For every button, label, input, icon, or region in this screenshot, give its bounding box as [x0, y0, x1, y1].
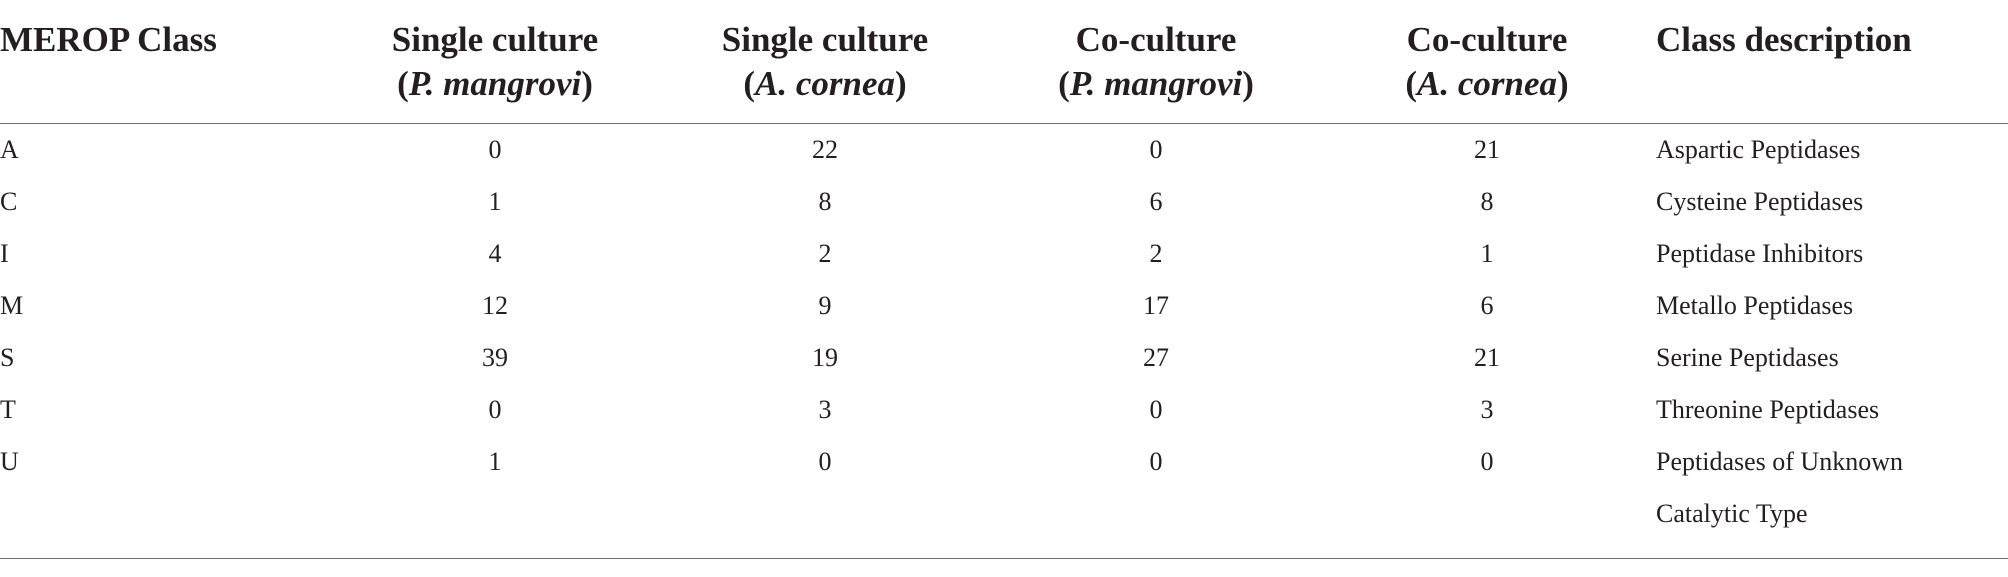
paren-open: (	[1405, 64, 1417, 103]
cell-class-description: Threonine Peptidases	[1656, 384, 1996, 436]
table-row: S 39 19 27 21 Serine Peptidases	[0, 332, 2008, 384]
header-line2: (A. cornea)	[1337, 62, 1637, 106]
cell-co-p-mangrovi: 17	[1143, 291, 1169, 320]
cell-co-a-cornea: 21	[1474, 135, 1500, 164]
cell-co-a-cornea: 8	[1480, 187, 1494, 216]
cell-merop-class: S	[0, 343, 15, 372]
header-line1: Single culture	[391, 20, 599, 59]
header-divider	[0, 123, 2008, 124]
description-line: Aspartic Peptidases	[1656, 135, 1861, 164]
cell-co-p-mangrovi: 0	[1149, 135, 1163, 164]
description-line: Metallo Peptidases	[1656, 291, 1854, 320]
table-body: A 0 22 0 21 Aspartic Peptidases C 1 8 6 …	[0, 124, 2008, 528]
paren-close: )	[895, 64, 907, 103]
table-row: T 0 3 0 3 Threonine Peptidases	[0, 384, 2008, 436]
table-header-row: MEROP Class Single culture (P. mangrovi)…	[0, 18, 2008, 118]
header-line2: (P. mangrovi)	[1006, 62, 1306, 106]
cell-single-a-cornea: 22	[812, 135, 838, 164]
cell-single-p-mangrovi: 0	[488, 395, 502, 424]
species-name: A. cornea	[1417, 64, 1557, 103]
cell-single-a-cornea: 3	[818, 395, 832, 424]
cell-co-a-cornea: 0	[1480, 447, 1494, 476]
cell-single-a-cornea: 2	[818, 239, 832, 268]
species-name: P. mangrovi	[1069, 64, 1243, 103]
cell-single-a-cornea: 0	[818, 447, 832, 476]
cell-merop-class: A	[0, 135, 19, 164]
cell-merop-class: C	[0, 187, 18, 216]
table-row: U 1 0 0 0 Peptidases of Unknown Catalyti…	[0, 436, 2008, 528]
description-line: Cysteine Peptidases	[1656, 187, 1864, 216]
description-line: Serine Peptidases	[1656, 343, 1839, 372]
cell-co-a-cornea: 3	[1480, 395, 1494, 424]
cell-merop-class: M	[0, 291, 24, 320]
cell-single-a-cornea: 19	[812, 343, 838, 372]
header-line1: Single culture	[721, 20, 929, 59]
header-line1: MEROP Class	[0, 20, 217, 59]
cell-class-description: Serine Peptidases	[1656, 332, 1996, 384]
table-row: I 4 2 2 1 Peptidase Inhibitors	[0, 228, 2008, 280]
cell-co-p-mangrovi: 0	[1149, 395, 1163, 424]
header-line2: (P. mangrovi)	[345, 62, 645, 106]
description-line-2: Catalytic Type	[1656, 499, 1808, 528]
cell-co-p-mangrovi: 6	[1149, 187, 1163, 216]
header-class-description: Class description	[1656, 18, 1996, 62]
paren-open: (	[1058, 64, 1070, 103]
cell-single-p-mangrovi: 0	[488, 135, 502, 164]
cell-co-p-mangrovi: 27	[1143, 343, 1169, 372]
cell-co-p-mangrovi: 0	[1149, 447, 1163, 476]
header-single-culture-a-cornea: Single culture (A. cornea)	[675, 18, 975, 106]
cell-single-p-mangrovi: 1	[488, 187, 502, 216]
paren-close: )	[1557, 64, 1569, 103]
description-line: Peptidases of Unknown	[1656, 447, 1903, 476]
cell-merop-class: T	[0, 395, 16, 424]
cell-co-a-cornea: 1	[1480, 239, 1494, 268]
cell-single-a-cornea: 9	[818, 291, 832, 320]
table-bottom-rule	[0, 558, 2008, 559]
cell-merop-class: U	[0, 447, 19, 476]
cell-class-description: Peptidases of Unknown Catalytic Type	[1656, 436, 1996, 540]
table-row: A 0 22 0 21 Aspartic Peptidases	[0, 124, 2008, 176]
header-line1: Class description	[1656, 20, 1912, 59]
header-co-culture-p-mangrovi: Co-culture (P. mangrovi)	[1006, 18, 1306, 106]
header-co-culture-a-cornea: Co-culture (A. cornea)	[1337, 18, 1637, 106]
cell-single-p-mangrovi: 39	[482, 343, 508, 372]
description-line: Peptidase Inhibitors	[1656, 239, 1864, 268]
cell-merop-class: I	[0, 239, 9, 268]
paren-close: )	[581, 64, 593, 103]
header-line1: Co-culture	[1075, 20, 1237, 59]
header-line2: (A. cornea)	[675, 62, 975, 106]
cell-class-description: Cysteine Peptidases	[1656, 176, 1996, 228]
description-line: Threonine Peptidases	[1656, 395, 1880, 424]
cell-single-a-cornea: 8	[818, 187, 832, 216]
paren-close: )	[1242, 64, 1254, 103]
species-name: A. cornea	[755, 64, 895, 103]
header-merop-class: MEROP Class	[0, 18, 300, 62]
table-row: C 1 8 6 8 Cysteine Peptidases	[0, 176, 2008, 228]
species-name: P. mangrovi	[408, 64, 582, 103]
cell-co-a-cornea: 6	[1480, 291, 1494, 320]
header-single-culture-p-mangrovi: Single culture (P. mangrovi)	[345, 18, 645, 106]
paren-open: (	[397, 64, 409, 103]
cell-co-p-mangrovi: 2	[1149, 239, 1163, 268]
table-row: M 12 9 17 6 Metallo Peptidases	[0, 280, 2008, 332]
header-line1: Co-culture	[1406, 20, 1568, 59]
cell-single-p-mangrovi: 4	[488, 239, 502, 268]
cell-class-description: Aspartic Peptidases	[1656, 124, 1996, 176]
cell-class-description: Metallo Peptidases	[1656, 280, 1996, 332]
cell-class-description: Peptidase Inhibitors	[1656, 228, 1996, 280]
cell-co-a-cornea: 21	[1474, 343, 1500, 372]
paren-open: (	[743, 64, 755, 103]
cell-single-p-mangrovi: 1	[488, 447, 502, 476]
cell-single-p-mangrovi: 12	[482, 291, 508, 320]
